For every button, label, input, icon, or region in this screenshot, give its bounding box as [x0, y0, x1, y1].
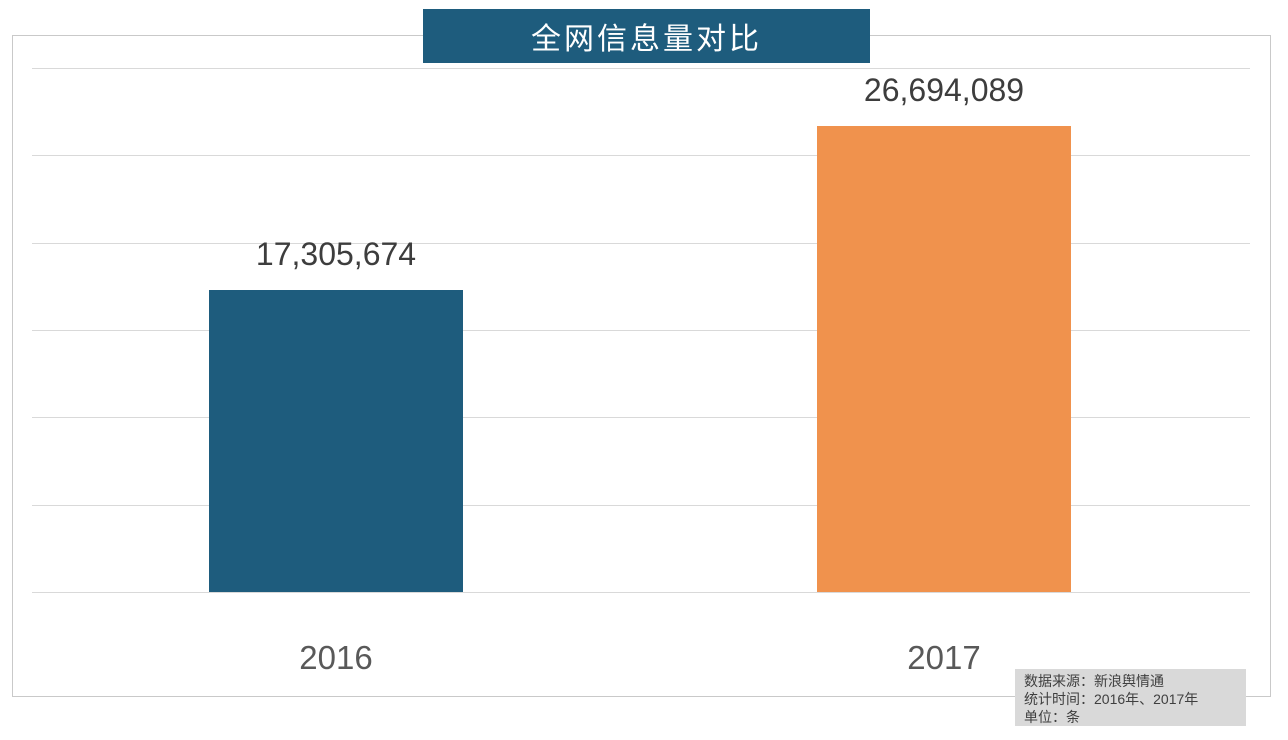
gridline	[32, 330, 1250, 331]
source-info-box: 数据来源：新浪舆情通 统计时间：2016年、2017年 单位：条	[1015, 669, 1246, 726]
gridline	[32, 68, 1250, 69]
source-line-unit: 单位：条	[1024, 709, 1080, 725]
axis-label-2017: 2017	[907, 639, 981, 676]
gridline	[32, 155, 1250, 157]
plot-frame	[12, 35, 1271, 697]
value-label-2016: 17,305,674	[255, 236, 417, 272]
axis-label-2016: 2016	[299, 639, 373, 676]
chart-title: 全网信息量对比	[531, 23, 762, 56]
gridline	[32, 417, 1250, 419]
bar-2016	[209, 290, 463, 592]
gridline	[32, 242, 1250, 244]
source-line-datasource: 数据来源：新浪舆情通	[1024, 673, 1164, 689]
gridline	[32, 592, 1250, 593]
bar-2017	[817, 126, 1071, 592]
source-line-period: 统计时间：2016年、2017年	[1024, 691, 1199, 707]
value-label-2017: 26,694,089	[863, 72, 1025, 108]
chart-title-banner: 全网信息量对比	[423, 9, 870, 63]
gridline	[32, 504, 1250, 506]
